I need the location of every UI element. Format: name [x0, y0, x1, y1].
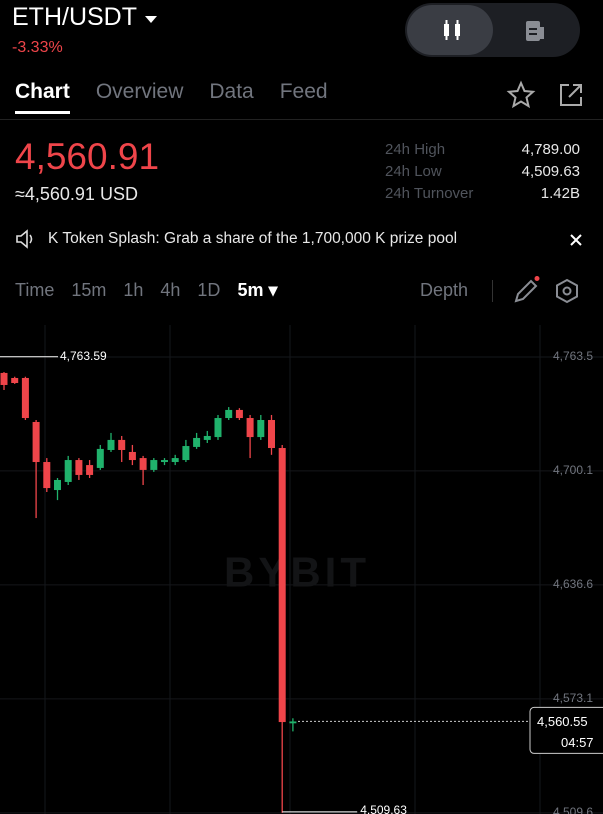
candle-body	[64, 460, 72, 482]
candle-body	[214, 418, 222, 438]
candle-body	[96, 448, 104, 468]
interval[interactable]: 4h	[160, 280, 181, 300]
star-icon[interactable]	[506, 80, 536, 110]
interval[interactable]: 1h	[123, 280, 144, 300]
candle-body	[203, 435, 211, 440]
candle-body	[0, 372, 8, 385]
change: -3.33%	[12, 39, 63, 56]
candle-body	[246, 418, 254, 438]
candle-body	[182, 446, 190, 461]
candle-body	[139, 458, 147, 470]
interval[interactable]: 15m	[71, 280, 107, 300]
candle-body	[75, 460, 83, 475]
candle-body	[235, 409, 243, 419]
tab[interactable]: Feed	[279, 80, 328, 103]
y-tick-label: 4,509.6	[553, 805, 593, 814]
candle-body	[54, 479, 61, 491]
candle-body	[225, 409, 233, 419]
candle-body	[21, 377, 29, 419]
watermark: BYBIT	[224, 548, 370, 595]
separator	[0, 119, 603, 120]
tab[interactable]: Overview	[95, 80, 184, 103]
stat-value: 4,509.63	[521, 163, 580, 180]
stat-value: 4,789.00	[521, 141, 580, 158]
candle-body	[11, 377, 19, 384]
depth[interactable]: Depth	[420, 280, 469, 300]
candle-body	[257, 419, 265, 438]
interval[interactable]: 5m ▾	[237, 280, 278, 300]
stat-label: 24h High	[385, 141, 446, 158]
toggle-on[interactable]	[407, 5, 493, 55]
last-price-label: 4,560.55	[537, 714, 588, 729]
last-price: 4,560.91	[15, 136, 160, 177]
candle-body	[118, 439, 126, 450]
tab[interactable]: Data	[209, 80, 254, 103]
candle-body	[32, 421, 40, 463]
candle-body	[171, 458, 179, 463]
countdown: 04:57	[561, 735, 594, 750]
share-icon[interactable]	[556, 80, 586, 110]
candle-body	[278, 448, 286, 723]
candle-body	[43, 462, 51, 489]
candle-body	[86, 465, 94, 475]
tabs: Chart Overview Data Feed	[15, 80, 328, 114]
caret[interactable]	[144, 15, 158, 25]
banner[interactable]: K Token Splash: Grab a share of the 1,70…	[48, 230, 458, 247]
candle-body	[128, 451, 136, 461]
stat-value: 1.42B	[540, 185, 580, 202]
interval[interactable]: 1D	[197, 280, 221, 300]
candle-body	[268, 419, 275, 449]
y-tick-label: 4,573.1	[553, 691, 593, 705]
stat-label: 24h Turnover	[385, 185, 474, 202]
stat-label: 24h Low	[385, 163, 442, 180]
candle-body	[161, 460, 168, 463]
usd-price: ≈4,560.91 USD	[15, 184, 138, 204]
draw-icon[interactable]	[512, 275, 544, 305]
speaker-icon	[16, 229, 33, 249]
low-label: 4,509.63	[360, 803, 407, 814]
book-icon[interactable]	[522, 18, 548, 44]
pair-text[interactable]: ETH/USDT	[12, 3, 137, 31]
pair[interactable]: ETH/USDT	[12, 3, 158, 32]
y-tick-label: 4,763.5	[553, 349, 593, 363]
candle-body	[193, 437, 201, 447]
view-toggle[interactable]	[405, 3, 580, 57]
candle-body	[107, 439, 115, 450]
y-tick-label: 4,636.6	[553, 577, 593, 591]
tab[interactable]: Chart	[15, 80, 70, 114]
candle-body	[289, 721, 297, 724]
settings-icon[interactable]	[554, 278, 580, 304]
divider	[492, 280, 493, 302]
candle-body	[150, 460, 158, 470]
chart: 4,763.5 4,700.1 4,636.6 4,573.1 4,509.6 BYBIT…	[0, 325, 603, 814]
y-tick-label: 4,700.1	[553, 463, 593, 477]
last-price-box	[529, 706, 603, 754]
candle-icon[interactable]	[439, 17, 465, 43]
close-icon[interactable]	[569, 233, 583, 247]
high-label: 4,763.59	[60, 349, 107, 363]
interval[interactable]: Time	[15, 280, 55, 300]
intervals: Time 15m 1h 4h 1D 5m ▾	[15, 280, 295, 301]
